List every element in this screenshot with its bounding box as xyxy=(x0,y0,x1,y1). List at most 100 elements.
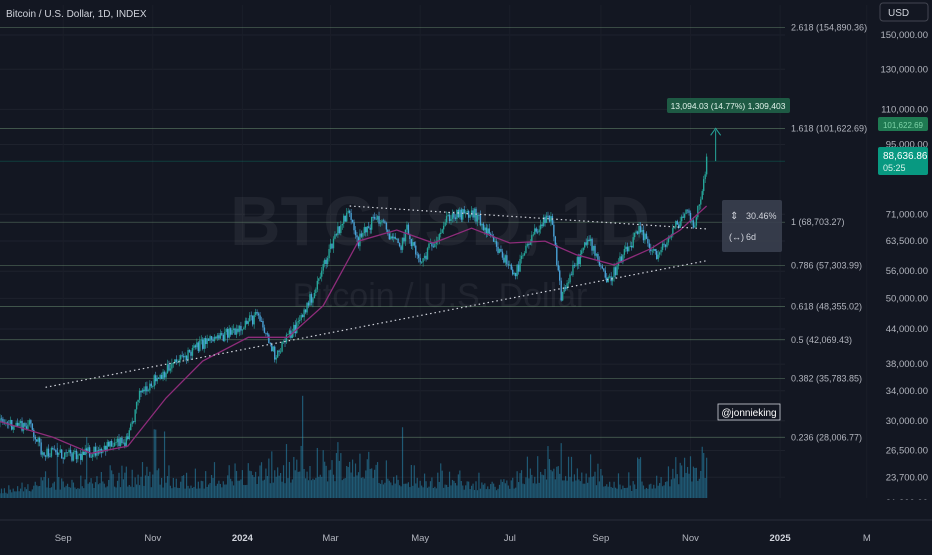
candle-body xyxy=(225,329,227,332)
candle-body xyxy=(328,249,330,259)
volume-bar xyxy=(324,461,326,498)
volume-bar xyxy=(152,474,154,498)
volume-bar xyxy=(504,483,506,498)
volume-bar xyxy=(354,463,357,498)
volume-bar xyxy=(412,485,414,498)
volume-bar xyxy=(534,476,536,498)
volume-bar xyxy=(93,487,95,498)
candle-body xyxy=(326,258,329,265)
volume-bar xyxy=(14,491,16,498)
volume-bar xyxy=(406,483,408,498)
volume-bar xyxy=(205,471,207,498)
measure-box[interactable] xyxy=(722,200,782,252)
volume-bar xyxy=(252,475,254,498)
volume-bar xyxy=(703,452,705,498)
candle-body xyxy=(180,355,182,360)
candle-body xyxy=(53,449,56,451)
candle-body xyxy=(651,250,653,252)
candle-body xyxy=(163,371,166,378)
volume-bar xyxy=(263,479,266,498)
candle-body xyxy=(535,228,537,232)
volume-bar xyxy=(144,475,147,498)
candle-body xyxy=(600,265,602,267)
volume-bar xyxy=(579,481,581,498)
volume-bar xyxy=(17,486,19,498)
volume-bar xyxy=(359,453,361,498)
currency-badge[interactable] xyxy=(879,2,929,22)
volume-bar xyxy=(74,487,76,498)
candle-body xyxy=(563,287,565,292)
volume-bar xyxy=(234,463,236,498)
volume-bar xyxy=(470,485,473,498)
y-tick-label: 38,000.00 xyxy=(886,359,928,370)
chart-title: Bitcoin / U.S. Dollar, 1D, INDEX xyxy=(6,9,147,20)
candle-body xyxy=(243,327,245,330)
candle-body xyxy=(41,452,44,455)
candle-body xyxy=(106,442,108,452)
volume-bar xyxy=(280,472,282,498)
volume-bar xyxy=(551,471,553,498)
candle-body xyxy=(65,452,67,454)
candle-body xyxy=(294,324,296,334)
candle-body xyxy=(16,422,19,426)
candle-body xyxy=(119,437,122,447)
volume-bar xyxy=(69,487,72,498)
candle-body xyxy=(84,448,86,455)
volume-bar xyxy=(293,456,295,498)
volume-bar xyxy=(125,466,127,498)
volume-bar xyxy=(228,465,230,498)
candle-body xyxy=(425,255,427,260)
candle-body xyxy=(271,343,273,352)
volume-bar xyxy=(277,467,279,498)
candle-body xyxy=(586,239,589,245)
candle-body xyxy=(698,204,700,206)
candle-body xyxy=(81,451,83,460)
candle-body xyxy=(235,328,238,335)
volume-bar xyxy=(43,477,45,498)
candle-body xyxy=(465,212,467,214)
volume-bar xyxy=(381,480,383,498)
candle-body xyxy=(366,226,368,233)
x-tick-label: Nov xyxy=(144,533,161,544)
candle-body xyxy=(550,216,552,222)
volume-bar xyxy=(349,461,351,498)
volume-bar xyxy=(115,487,117,498)
candle-body xyxy=(15,422,17,426)
volume-bar xyxy=(257,476,260,498)
volume-bar xyxy=(532,483,534,498)
volume-bar xyxy=(636,457,639,498)
volume-bar xyxy=(25,489,28,498)
candle-body xyxy=(676,221,678,225)
volume-bar xyxy=(50,487,53,498)
volume-bar xyxy=(706,457,708,498)
candle-body xyxy=(263,327,266,333)
volume-bar xyxy=(321,476,323,498)
volume-bar xyxy=(165,482,167,498)
volume-bar xyxy=(140,476,142,498)
candle-body xyxy=(419,257,421,263)
volume-bar xyxy=(531,474,533,498)
candle-body xyxy=(456,209,458,219)
candle-body xyxy=(404,229,407,242)
volume-bar xyxy=(360,477,363,498)
volume-bar xyxy=(27,484,29,498)
volume-bar xyxy=(344,478,346,498)
fib-level-label: 0.382 (35,783.85) xyxy=(791,374,862,384)
volume-bar xyxy=(542,475,545,498)
volume-bar xyxy=(8,485,10,498)
candle-body xyxy=(622,254,624,263)
volume-bar xyxy=(482,484,484,498)
candle-body xyxy=(387,229,389,234)
candle-body xyxy=(509,264,511,266)
candle-body xyxy=(143,389,145,392)
candle-body xyxy=(429,243,432,245)
candle-body xyxy=(184,355,186,358)
candle-body xyxy=(138,390,141,400)
volume-bar xyxy=(22,491,25,498)
volume-bar xyxy=(562,480,564,498)
candle-body xyxy=(619,256,621,263)
candle-body xyxy=(83,451,85,455)
volume-bar xyxy=(87,483,89,498)
